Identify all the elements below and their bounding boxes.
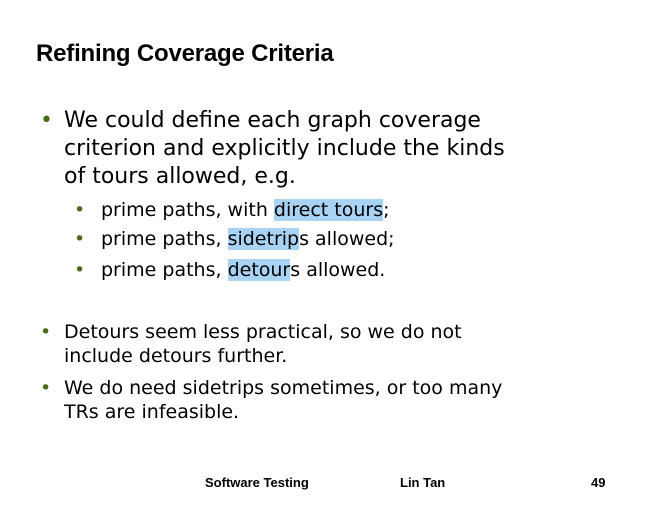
bullet-dot: • [40,108,53,133]
bullet-1-line-3: of tours allowed, e.g. [64,164,296,189]
sub-bullet-3: prime paths, detours allowed. [101,259,386,281]
sub-bullet-1-pre: prime paths, with [101,199,274,221]
bullet-2-line-2: include detours further. [64,345,288,367]
bullet-dot: • [40,377,52,399]
bullet-1-line-1: We could define each graph coverage [64,108,481,133]
highlight-detour: detour [227,259,291,281]
sub-bullet-1-post: ; [383,199,390,221]
bullet-3-line-2: TRs are infeasible. [64,401,240,423]
footer-author: Lin Tan [400,475,446,490]
highlight-sidetrip: sidetrip [227,228,300,250]
bullet-3-line-1: We do need sidetrips sometimes, or too m… [64,377,503,399]
sub-bullet-2: prime paths, sidetrips allowed; [101,228,395,250]
sub-bullet-dot: • [74,259,86,281]
bullet-2-line-1: Detours seem less practical, so we do no… [64,321,462,343]
footer-course: Software Testing [205,475,309,490]
slide-title: Refining Coverage Criteria [36,40,334,67]
bullet-1-line-2: criterion and explicitly include the kin… [64,136,505,161]
sub-bullet-3-post: s allowed. [290,259,386,281]
bullet-3-text: We do need sidetrips sometimes, or too m… [64,376,502,424]
sub-bullet-1: prime paths, with direct tours; [101,199,390,221]
sub-bullet-dot: • [74,199,86,221]
bullet-1-text: We could define each graph coverage crit… [64,107,505,191]
highlight-direct-tours: direct tours [273,199,384,221]
sub-bullet-dot: • [74,228,86,250]
sub-bullet-2-pre: prime paths, [101,228,228,250]
sub-bullet-3-pre: prime paths, [101,259,228,281]
sub-bullet-2-post: s allowed; [299,228,395,250]
page-number: 49 [591,475,606,490]
bullet-2-text: Detours seem less practical, so we do no… [64,320,462,368]
bullet-dot: • [40,321,52,343]
